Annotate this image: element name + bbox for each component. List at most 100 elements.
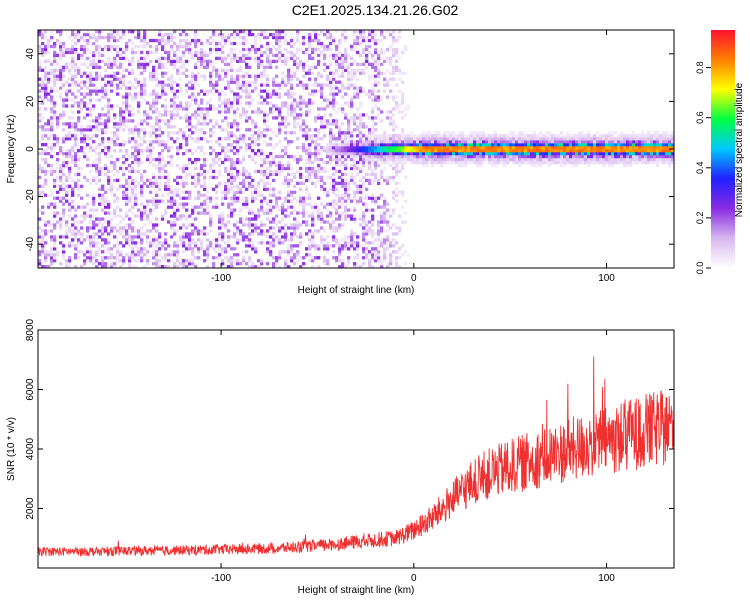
heatmap-cell [143,247,147,251]
heatmap-cell [221,262,225,266]
heatmap-cell [131,47,135,52]
heatmap-cell [395,262,399,266]
heatmap-cell [359,134,363,138]
heatmap-cell [299,256,303,260]
heatmap-cell [401,163,405,168]
heatmap-cell [116,92,120,96]
heatmap-cell [200,65,204,69]
heatmap-cell [158,262,162,266]
heatmap-cell [140,184,144,188]
heatmap-cell [245,119,249,123]
heatmap-cell [116,104,120,108]
heatmap-cell [329,35,333,40]
heatmap-cell [95,86,99,90]
heatmap-cell [395,53,399,58]
heatmap-cell [248,101,252,105]
heatmap-cell [374,32,378,37]
heatmap-cell [371,256,375,260]
heatmap-cell [533,163,537,168]
heatmap-cell [461,160,465,165]
heatmap-cell [317,38,321,43]
heatmap-cell [167,83,171,87]
heatmap-cell [83,137,87,141]
heatmap-cell [110,160,114,165]
heatmap-cell [215,196,219,200]
heatmap-cell [362,134,366,138]
heatmap-cell [437,131,441,135]
heatmap-cell [134,146,138,150]
heatmap-cell [353,86,357,90]
heatmap-cell [305,157,309,162]
heatmap-cell [350,151,354,156]
heatmap-cell [524,157,528,162]
heatmap-cell [374,41,378,46]
heatmap-cell [131,113,135,117]
heatmap-cell [107,80,111,84]
heatmap-cell [317,166,321,171]
heatmap-cell [101,265,105,268]
heatmap-cell [155,44,159,49]
heatmap-cell [98,160,102,165]
heatmap-cell [182,205,186,209]
heatmap-cell [371,53,375,58]
heatmap-cell [89,169,93,174]
heatmap-cell [362,232,366,236]
heatmap-cell [119,77,123,81]
heatmap-cell [92,50,96,55]
heatmap-cell [86,256,90,260]
heatmap-cell [347,140,351,144]
heatmap-cell [254,137,258,141]
heatmap-cell [482,154,486,159]
heatmap-cell [41,250,45,254]
heatmap-cell [272,187,276,191]
heatmap-cell [152,65,156,69]
heatmap-cell [218,77,222,81]
heatmap-cell [251,265,255,268]
heatmap-cell [305,190,309,194]
heatmap-cell [182,202,186,206]
heatmap-cell [176,247,180,251]
heatmap-cell [131,50,135,55]
heatmap-cell [254,265,258,268]
heatmap-cell [362,47,366,52]
heatmap-cell [284,154,288,159]
heatmap-cell [41,32,45,37]
heatmap-cell [290,107,294,111]
heatmap-cell [398,143,402,147]
heatmap-cell [89,259,93,263]
heatmap-cell [512,146,516,150]
heatmap-cell [116,137,120,141]
heatmap-cell [41,184,45,188]
heatmap-cell [407,149,411,153]
heatmap-cell [191,247,195,251]
heatmap-cell [419,140,423,144]
heatmap-cell [260,259,264,263]
heatmap-cell [371,30,375,34]
heatmap-cell [392,250,396,254]
heatmap-cell [170,131,174,135]
heatmap-cell [230,134,234,138]
heatmap-cell [332,181,336,185]
heatmap-cell [173,92,177,96]
heatmap-cell [53,259,57,263]
heatmap-cell [272,89,276,93]
heatmap-cell [443,146,447,150]
heatmap-cell [224,169,228,174]
heatmap-cell [314,244,318,248]
heatmap-cell [455,157,459,162]
heatmap-cell [320,116,324,120]
heatmap-cell [380,151,384,156]
heatmap-cell [335,125,339,129]
heatmap-cell [446,143,450,147]
heatmap-cell [368,89,372,93]
heatmap-cell [227,169,231,174]
heatmap-cell [92,65,96,69]
heatmap-cell [140,80,144,84]
heatmap-cell [458,146,462,150]
heatmap-cell [176,193,180,197]
heatmap-cell [155,107,159,111]
heatmap-cell [209,89,213,93]
heatmap-cell [65,50,69,55]
heatmap-cell [512,151,516,156]
heatmap-cell [47,202,51,206]
